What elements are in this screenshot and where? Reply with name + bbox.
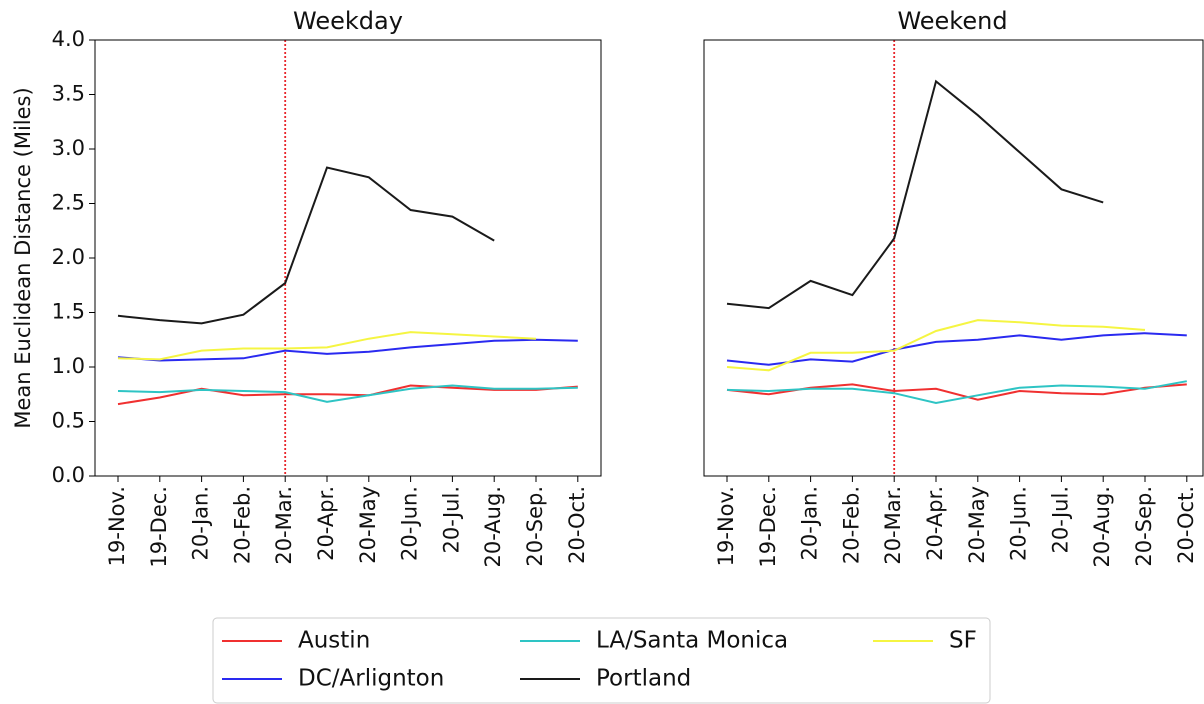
x-tick-label: 20-Aug. <box>1090 486 1114 568</box>
x-tick-label: 20-Sep. <box>1132 486 1156 567</box>
y-tick-label: 2.0 <box>52 245 85 269</box>
series-line <box>117 338 578 362</box>
x-tick-label: 19-Dec. <box>756 486 780 568</box>
x-tick-label: 20-Jun. <box>1007 486 1031 561</box>
y-axis-label: Mean Euclidean Distance (Miles) <box>11 87 35 428</box>
y-tick-label: 4.0 <box>52 27 85 51</box>
legend-label: SF <box>949 628 977 654</box>
series-line <box>117 166 495 325</box>
y-tick-label: 0.0 <box>52 463 85 487</box>
plot-frame <box>703 39 1204 477</box>
x-tick-label: 20-Jul. <box>1048 486 1072 553</box>
y-tick-label: 3.0 <box>52 136 85 160</box>
y-tick-label: 0.5 <box>52 409 85 433</box>
y-tick-label: 2.5 <box>52 191 85 215</box>
x-tick-label: 20-Jul. <box>439 486 463 553</box>
x-tick-label: 20-Oct. <box>1174 486 1198 564</box>
x-tick-label: 19-Dec. <box>147 486 171 568</box>
x-tick-label: 20-Jan. <box>189 486 213 561</box>
legend-label: Austin <box>298 628 370 654</box>
x-tick-label: 19-Nov. <box>714 486 738 566</box>
x-tick-label: 20-Feb. <box>839 486 863 564</box>
legend-label: LA/Santa Monica <box>596 628 788 654</box>
x-tick-label: 20-Mar. <box>272 486 296 565</box>
x-tick-label: 20-Oct. <box>565 486 589 564</box>
series-line <box>117 331 537 361</box>
x-tick-label: 20-May <box>965 486 989 564</box>
x-tick-label: 20-Mar. <box>881 486 905 565</box>
x-tick-label: 20-Jan. <box>798 486 822 561</box>
y-tick-label: 3.5 <box>52 82 85 106</box>
x-tick-label: 20-Jun. <box>398 486 422 561</box>
series-line <box>726 332 1187 366</box>
series-line <box>726 79 1104 310</box>
x-tick-label: 20-May <box>356 486 380 564</box>
legend-label: Portland <box>596 666 691 692</box>
series-line <box>117 384 578 403</box>
legend-box <box>212 617 991 704</box>
x-tick-label: 20-Aug. <box>481 486 505 568</box>
x-tick-label: 20-Sep. <box>523 486 547 567</box>
x-tick-label: 20-Apr. <box>314 486 338 561</box>
x-tick-label: 20-Apr. <box>923 486 947 561</box>
panel-title: Weekday <box>293 7 403 35</box>
series-line <box>726 319 1146 372</box>
x-tick-label: 19-Nov. <box>105 486 129 566</box>
panel-title: Weekend <box>897 7 1007 35</box>
plot-frame <box>94 39 602 477</box>
x-tick-label: 20-Feb. <box>230 486 254 564</box>
series-line <box>726 380 1187 405</box>
y-tick-label: 1.5 <box>52 300 85 324</box>
y-tick-label: 1.0 <box>52 354 85 378</box>
legend-label: DC/Arlignton <box>298 666 444 692</box>
